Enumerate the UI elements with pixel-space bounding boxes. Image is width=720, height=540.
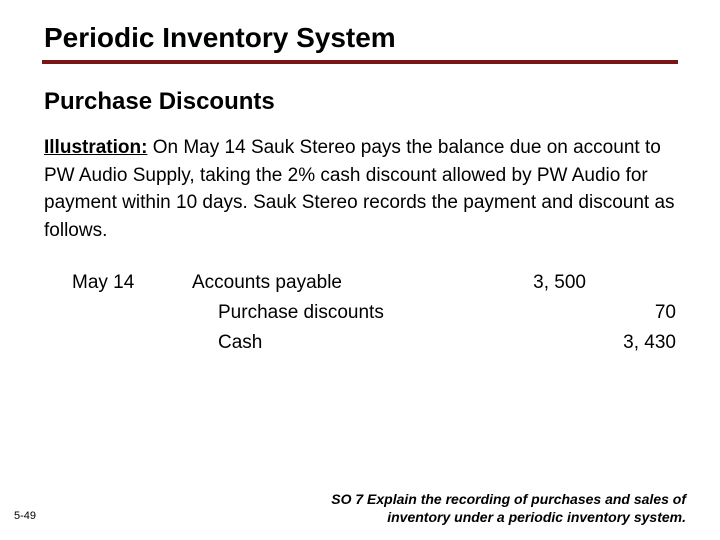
slide-title: Periodic Inventory System <box>44 22 676 54</box>
journal-credit: 70 <box>606 302 676 324</box>
journal-row: Cash 3, 430 <box>72 332 676 354</box>
journal-account: Accounts payable <box>192 272 526 294</box>
journal-debit: 3, 500 <box>526 272 606 294</box>
illustration-paragraph: Illustration: On May 14 Sauk Stereo pays… <box>44 134 676 244</box>
illustration-label: Illustration: <box>44 137 147 158</box>
page-number: 5-49 <box>14 510 36 522</box>
slide-container: Periodic Inventory System Purchase Disco… <box>0 0 720 354</box>
journal-account: Cash <box>192 332 526 354</box>
journal-entry: May 14 Accounts payable 3, 500 Purchase … <box>72 272 676 354</box>
title-rule <box>42 60 678 64</box>
journal-credit: 3, 430 <box>606 332 676 354</box>
journal-row: Purchase discounts 70 <box>72 302 676 324</box>
journal-date: May 14 <box>72 272 192 294</box>
section-subtitle: Purchase Discounts <box>44 88 676 116</box>
journal-account: Purchase discounts <box>192 302 526 324</box>
journal-row: May 14 Accounts payable 3, 500 <box>72 272 676 294</box>
study-objective-footer: SO 7 Explain the recording of purchases … <box>306 490 686 526</box>
